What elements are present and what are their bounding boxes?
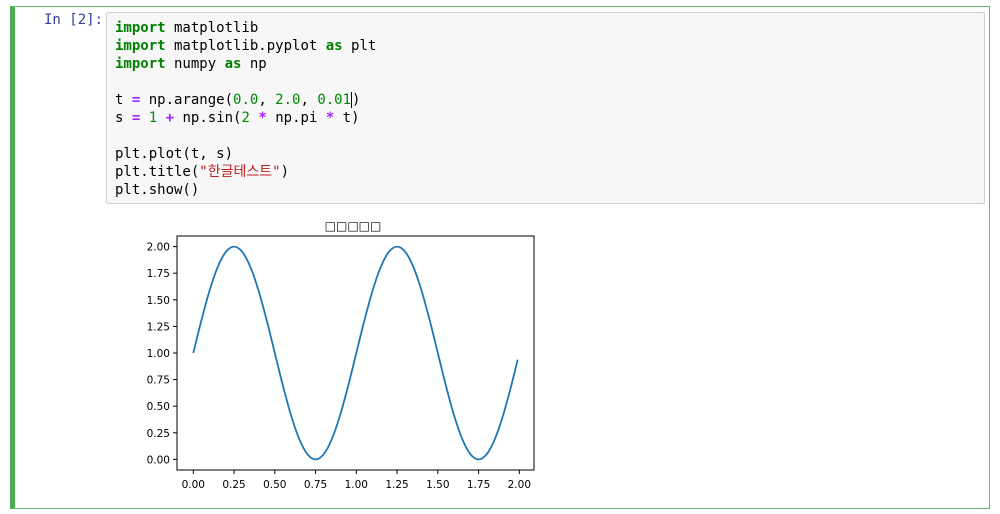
code-line[interactable] xyxy=(115,127,376,145)
x-tick-label: 1.75 xyxy=(467,479,490,491)
x-tick-label: 1.25 xyxy=(385,479,408,491)
y-tick-label: 1.25 xyxy=(147,321,170,333)
code-token: "한글테스트" xyxy=(199,164,281,180)
y-tick-label: 0.50 xyxy=(147,401,170,413)
code-token: as xyxy=(224,56,242,72)
code-token: import xyxy=(115,20,166,36)
code-token: ) xyxy=(352,92,361,108)
code-token: s xyxy=(115,110,132,126)
code-line[interactable]: plt.plot(t, s) xyxy=(115,145,376,163)
code-token: = xyxy=(131,110,141,126)
line-chart: □□□□□ 0.00 0.25 0.50 0.75 1.00 1.25 1.50 1.75 2.… xyxy=(147,219,535,491)
y-axis: 0.00 0.25 0.50 0.75 1.00 1.25 1.50 1.75 2.00 xyxy=(147,242,177,466)
code-token: ) xyxy=(280,164,289,180)
code-token: , xyxy=(300,92,318,108)
code-token: plt.plot(t, s) xyxy=(115,146,234,162)
code-line[interactable]: t = np.arange(0.0, 2.0, 0.01) xyxy=(115,91,376,109)
x-tick-label: 1.50 xyxy=(426,479,449,491)
x-tick-label: 0.75 xyxy=(304,479,327,491)
x-tick-label: 0.00 xyxy=(182,479,205,491)
y-tick-label: 0.25 xyxy=(147,428,170,440)
y-tick-label: 2.00 xyxy=(147,242,170,254)
code-token: np xyxy=(241,56,267,72)
code-token: import xyxy=(115,38,166,54)
code-token: 0.01 xyxy=(317,92,352,108)
y-tick-label: 1.50 xyxy=(147,295,170,307)
code-token xyxy=(140,110,148,126)
x-tick-label: 0.25 xyxy=(222,479,245,491)
code-token: 1 xyxy=(148,110,158,126)
code-token: np.sin( xyxy=(174,110,242,126)
code-token: , xyxy=(258,92,276,108)
x-tick-label: 0.50 xyxy=(263,479,286,491)
code-token: plt.show() xyxy=(115,182,200,198)
code-token: * xyxy=(325,110,335,126)
code-line[interactable]: plt.title("한글테스트") xyxy=(115,163,376,181)
code-token: np.pi xyxy=(266,110,326,126)
code-token: 2.0 xyxy=(275,92,301,108)
code-token: = xyxy=(131,92,141,108)
code-token: t) xyxy=(334,110,360,126)
code-line[interactable]: import matplotlib.pyplot as plt xyxy=(115,37,376,55)
code-token: 0.0 xyxy=(233,92,259,108)
y-tick-label: 0.00 xyxy=(147,454,170,466)
code-token: as xyxy=(325,38,343,54)
code-line[interactable] xyxy=(115,73,376,91)
code-token: import xyxy=(115,56,166,72)
series-line xyxy=(192,245,519,461)
x-axis: 0.00 0.25 0.50 0.75 1.00 1.25 1.50 1.75 2.00 xyxy=(182,470,531,491)
x-tick-label: 2.00 xyxy=(508,479,531,491)
code-token: matplotlib.pyplot xyxy=(165,38,326,54)
code-token: 2 xyxy=(241,110,250,126)
code-token: t xyxy=(115,92,132,108)
code-token: + xyxy=(165,110,175,126)
code-token xyxy=(157,110,165,126)
code-text[interactable]: import matplotlib import matplotlib.pyplo… xyxy=(115,19,376,199)
y-tick-label: 0.75 xyxy=(147,375,170,387)
code-token: plt xyxy=(342,38,377,54)
code-token: matplotlib xyxy=(165,20,259,36)
code-token: * xyxy=(258,110,267,126)
code-editor[interactable]: import matplotlib import matplotlib.pyplo… xyxy=(106,12,985,204)
chart-title: □□□□□ xyxy=(325,219,382,233)
code-line[interactable]: s = 1 + np.sin(2 * np.pi * t) xyxy=(115,109,376,127)
code-token: numpy xyxy=(165,56,225,72)
y-tick-label: 1.00 xyxy=(147,348,170,360)
x-tick-label: 1.00 xyxy=(345,479,368,491)
code-token: plt.title( xyxy=(115,164,200,180)
input-prompt: In [2]: xyxy=(43,12,103,28)
plot-output: □□□□□ 0.00 0.25 0.50 0.75 1.00 1.25 1.50 1.75 2.… xyxy=(106,210,556,500)
code-line[interactable]: import numpy as np xyxy=(115,55,376,73)
y-tick-label: 1.75 xyxy=(147,268,170,280)
code-token: np.arange( xyxy=(140,92,234,108)
code-line[interactable]: import matplotlib xyxy=(115,19,376,37)
code-line[interactable]: plt.show() xyxy=(115,181,376,199)
